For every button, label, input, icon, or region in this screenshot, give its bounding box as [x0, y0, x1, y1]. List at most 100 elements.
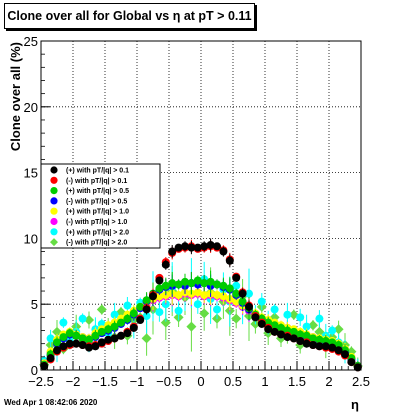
data-point: [78, 340, 87, 349]
data-point: [104, 335, 113, 344]
data-point: [315, 314, 324, 323]
legend-entry: (+) with pT/|q| > 0.1: [50, 166, 129, 175]
data-point: [155, 308, 164, 317]
data-point: [333, 324, 344, 335]
legend-entry: (+) with pT/|q| > 2.0: [50, 228, 129, 236]
data-point: [85, 343, 93, 352]
data-layer: [39, 238, 363, 372]
x-axis-label: η: [351, 397, 359, 412]
legend-entry: (-) with pT/|q| > 0.5: [50, 197, 127, 205]
data-point: [168, 279, 177, 288]
data-point: [97, 327, 106, 336]
data-point: [129, 323, 138, 332]
legend-label: (-) with pT/|q| > 0.1: [66, 178, 127, 185]
data-point: [277, 330, 285, 339]
y-tick-label: 0: [31, 363, 38, 378]
data-point: [104, 325, 113, 334]
data-point: [181, 242, 189, 251]
timestamp: Wed Apr 1 08:42:06 2020: [4, 398, 98, 407]
data-point: [117, 318, 125, 327]
data-point: [110, 310, 119, 319]
data-point: [341, 350, 349, 359]
data-point: [155, 292, 164, 301]
x-tick-label: −2.5: [28, 374, 54, 389]
x-tick-label: −0.5: [156, 374, 182, 389]
data-point: [110, 322, 119, 331]
data-point: [296, 313, 305, 322]
data-point: [213, 242, 221, 251]
data-point: [46, 334, 55, 343]
data-point: [149, 292, 157, 301]
legend-label: (+) with pT/|q| > 0.5: [66, 188, 129, 195]
data-point: [91, 331, 100, 340]
data-point: [186, 321, 197, 332]
x-tick-label: −2: [66, 374, 81, 389]
data-point: [72, 339, 81, 348]
data-point: [168, 247, 177, 256]
legend-marker: [50, 207, 58, 215]
data-point: [84, 314, 94, 325]
data-point: [46, 354, 55, 363]
data-point: [283, 310, 292, 319]
data-point: [206, 240, 215, 249]
data-point: [161, 260, 170, 269]
data-point: [97, 338, 106, 347]
data-point: [174, 290, 183, 299]
legend-label: (-) with pT/|q| > 2.0: [66, 240, 127, 247]
data-point: [117, 331, 125, 340]
data-point: [65, 339, 74, 348]
x-tick-label: 0: [197, 374, 204, 389]
data-point: [315, 342, 324, 351]
data-point: [174, 280, 183, 289]
data-point: [142, 305, 151, 314]
y-axis-label: Clone over all (%): [8, 42, 23, 151]
data-point: [85, 335, 93, 344]
data-point: [187, 279, 196, 288]
data-point: [238, 289, 247, 298]
data-point: [72, 331, 81, 340]
data-point: [328, 343, 337, 352]
data-point: [308, 320, 318, 331]
x-tick-label: 0.5: [224, 374, 242, 389]
legend-entry: (-) with pT/|q| > 0.1: [50, 176, 127, 185]
data-point: [187, 243, 196, 252]
data-point: [181, 277, 189, 286]
data-point: [53, 346, 61, 355]
data-point: [59, 318, 68, 327]
data-point: [65, 329, 74, 338]
legend-label: (+) with pT/|q| > 0.1: [66, 168, 129, 175]
data-point: [193, 300, 202, 309]
data-point: [123, 329, 132, 338]
y-tick-label: 10: [24, 231, 38, 246]
data-point: [238, 297, 247, 306]
data-point: [136, 315, 145, 324]
legend-marker: [50, 176, 58, 184]
legend-marker: [50, 197, 58, 205]
data-point: [334, 346, 343, 355]
legend-label: (+) with pT/|q| > 2.0: [66, 229, 129, 236]
data-point: [270, 305, 279, 314]
data-point: [232, 281, 241, 290]
data-point: [277, 323, 285, 332]
data-point: [123, 301, 132, 310]
data-point: [289, 327, 298, 336]
legend-marker: [50, 238, 58, 247]
data-point: [302, 322, 311, 331]
data-point: [53, 338, 61, 347]
legend-label: (+) with pT/|q| > 1.0: [66, 209, 129, 216]
x-tick-label: 1.5: [288, 374, 306, 389]
data-point: [232, 297, 241, 306]
data-point: [289, 334, 298, 343]
legend-entry: (-) with pT/|q| > 2.0: [50, 238, 127, 247]
data-point: [296, 330, 305, 339]
data-point: [296, 337, 305, 346]
data-point: [91, 342, 100, 351]
x-tick-label: −1: [130, 374, 145, 389]
data-point: [219, 292, 228, 301]
data-point: [123, 314, 132, 323]
data-point: [353, 363, 362, 372]
data-point: [232, 273, 241, 282]
data-point: [245, 302, 253, 311]
data-point: [199, 308, 210, 319]
